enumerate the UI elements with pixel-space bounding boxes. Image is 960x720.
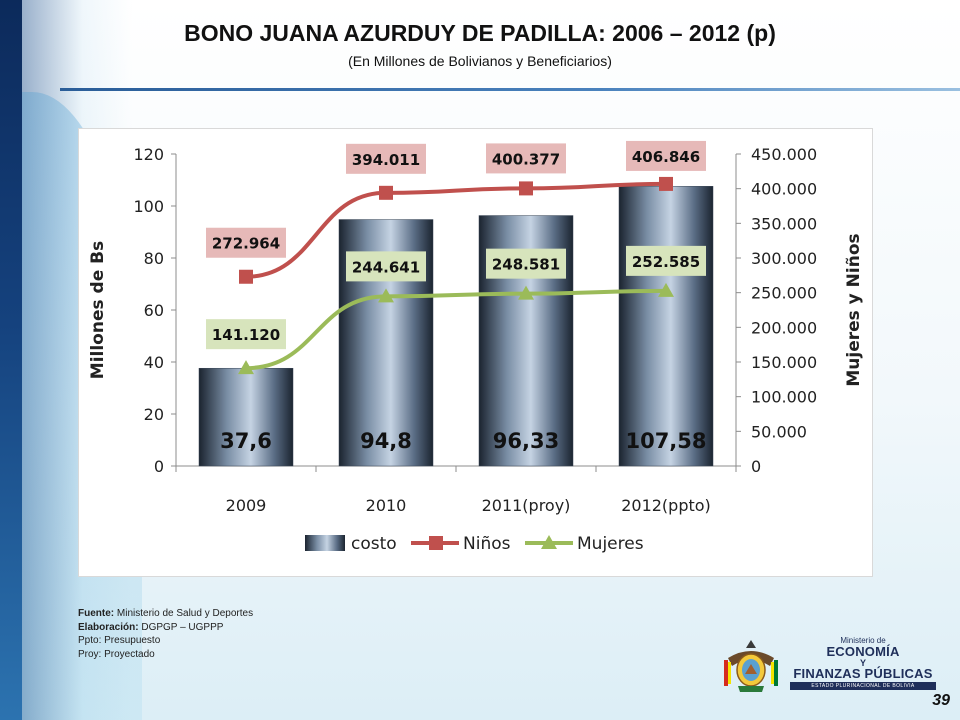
y-tick-label-left: 120 <box>133 145 164 164</box>
point-ninos <box>239 269 253 284</box>
data-label-box <box>346 143 426 174</box>
x-tick-label: 2010 <box>366 496 407 515</box>
x-tick-label: 2012(ppto) <box>621 496 711 515</box>
data-label-mujeres: 248.581 <box>492 256 560 274</box>
elaboration-value: DGPGP – UGPPP <box>138 621 224 633</box>
left-decorative-band <box>0 0 22 720</box>
slide-title: BONO JUANA AZURDUY DE PADILLA: 2006 – 20… <box>184 20 776 46</box>
line-mujeres <box>245 288 667 371</box>
source-notes: Fuente: Ministerio de Salud y Deportes E… <box>78 607 253 661</box>
legend-marker-ninos <box>429 536 443 550</box>
bar-value-label: 96,33 <box>493 429 559 453</box>
logo-finanzas: FINANZAS PÚBLICAS <box>793 666 933 681</box>
bar-value-label: 37,6 <box>220 429 272 453</box>
y-tick-label-right: 400.000 <box>751 180 817 199</box>
source-line: Fuente: Ministerio de Salud y Deportes <box>78 607 253 621</box>
y-axis-title-right: Mujeres y Niños <box>844 233 864 386</box>
logo-y: Y <box>859 658 866 668</box>
data-label-box <box>206 227 286 258</box>
data-label-ninos: 272.964 <box>212 235 280 253</box>
data-label-box <box>626 140 706 171</box>
data-label-ninos: 400.377 <box>492 150 560 168</box>
chart-panel: 0 20 40 60 80 100 120 0 50.000 100.000 150.000 200.… <box>78 128 873 577</box>
logo-ministerio: Ministerio de <box>840 636 886 645</box>
logo-economia: ECONOMÍA <box>826 644 900 659</box>
y-tick-label-right: 0 <box>751 457 761 476</box>
data-label-box <box>626 245 706 276</box>
coat-of-arms-icon <box>724 640 778 692</box>
point-mujeres <box>378 288 394 303</box>
bar-costo <box>618 186 714 467</box>
source-value: Ministerio de Salud y Deportes <box>114 608 254 619</box>
data-label-box <box>346 251 426 282</box>
note-ppto: Ppto: Presupuesto <box>78 635 161 646</box>
data-label-mujeres: 141.120 <box>212 326 280 344</box>
data-label-box <box>486 248 566 279</box>
combo-chart: 0 20 40 60 80 100 120 0 50.000 100.000 150.000 200.… <box>88 140 864 554</box>
point-ninos <box>379 185 393 200</box>
y-tick-label-left: 0 <box>154 457 164 476</box>
x-tick-label: 2009 <box>226 496 267 515</box>
y-tick-label-left: 40 <box>144 353 164 372</box>
elaboration-label: Elaboración: <box>78 621 139 633</box>
data-label-ninos: 394.011 <box>352 151 420 169</box>
data-label-ninos: 406.846 <box>632 148 700 166</box>
y-tick-label-right: 150.000 <box>751 353 817 372</box>
y-tick-label-right: 200.000 <box>751 318 817 337</box>
point-mujeres <box>238 360 254 375</box>
y-tick-label-right: 450.000 <box>751 145 817 164</box>
ministry-logo: Ministerio de ECONOMÍA Y FINANZAS PÚBLIC… <box>718 636 938 696</box>
x-tick-label: 2011(proy) <box>482 496 571 515</box>
ministry-logo-text: Ministerio de ECONOMÍA Y FINANZAS PÚBLIC… <box>788 636 938 690</box>
bar-costo <box>198 367 294 467</box>
bar-value-label: 107,58 <box>625 429 706 453</box>
y-axis-title-left: Millones de Bs <box>88 241 108 379</box>
y-tick-label-left: 80 <box>144 249 164 268</box>
point-mujeres <box>658 282 674 297</box>
legend-label-ninos: Niños <box>463 534 511 554</box>
legend-label-mujeres: Mujeres <box>577 534 644 554</box>
data-label-mujeres: 244.641 <box>352 258 420 276</box>
note-proy: Proy: Proyectado <box>78 648 155 660</box>
y-tick-label-right: 250.000 <box>751 284 817 303</box>
data-label-box <box>486 143 566 174</box>
point-mujeres <box>518 285 534 300</box>
y-tick-label-right: 50.000 <box>751 422 807 441</box>
bar-value-label: 94,8 <box>360 429 412 453</box>
line-ninos <box>245 181 667 279</box>
source-label: Fuente: <box>78 608 115 619</box>
data-label-mujeres: 252.585 <box>632 253 700 271</box>
page-number: 39 <box>932 692 950 709</box>
legend-marker-mujeres <box>541 535 557 549</box>
slide-subtitle: (En Millones de Bolivianos y Beneficiari… <box>348 53 612 69</box>
logo-estado: ESTADO PLURINACIONAL DE BOLIVIA <box>790 682 936 690</box>
elaboration-line: Elaboración: DGPGP – UGPPP <box>78 621 253 635</box>
point-ninos <box>519 181 533 196</box>
y-tick-label-left: 100 <box>133 197 164 216</box>
y-tick-label-left: 60 <box>144 301 164 320</box>
title-divider <box>60 88 960 91</box>
point-ninos <box>659 176 673 191</box>
y-tick-label-right: 350.000 <box>751 214 817 233</box>
y-tick-label-left: 20 <box>144 405 164 424</box>
legend-label-costo: costo <box>351 534 397 554</box>
y-tick-label-right: 300.000 <box>751 249 817 268</box>
data-label-box <box>206 319 286 350</box>
y-tick-label-right: 100.000 <box>751 388 817 407</box>
legend-swatch-costo <box>305 535 345 551</box>
